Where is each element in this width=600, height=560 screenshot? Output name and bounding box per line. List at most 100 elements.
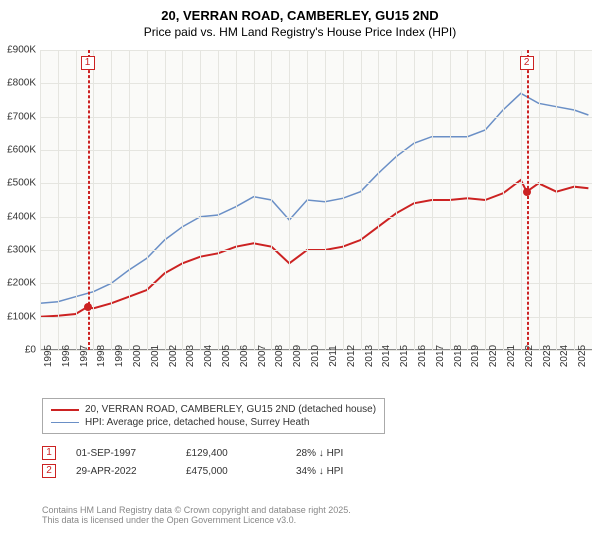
x-axis-label: 2023 [542, 345, 553, 367]
gridline-v [76, 50, 77, 350]
gridline-v [414, 50, 415, 350]
gridline-h [40, 150, 592, 151]
line-series [40, 50, 592, 350]
x-axis-label: 2000 [132, 345, 143, 367]
x-axis-label: 2005 [221, 345, 232, 367]
marker-box: 2 [520, 56, 534, 70]
legend-swatch [51, 409, 79, 411]
gridline-v [485, 50, 486, 350]
marker-dot [84, 303, 92, 311]
legend-row: 20, VERRAN ROAD, CAMBERLEY, GU15 2ND (de… [51, 403, 376, 416]
marker-refline [527, 50, 529, 350]
gridline-v [450, 50, 451, 350]
x-axis-label: 1999 [114, 345, 125, 367]
gridline-v [111, 50, 112, 350]
x-axis-label: 2016 [417, 345, 428, 367]
gridline-v [40, 50, 41, 350]
gridline-v [307, 50, 308, 350]
gridline-v [521, 50, 522, 350]
gridline-h [40, 117, 592, 118]
annotation-price: £475,000 [186, 466, 276, 477]
legend-row: HPI: Average price, detached house, Surr… [51, 416, 376, 429]
gridline-v [467, 50, 468, 350]
gridline-v [182, 50, 183, 350]
y-axis-label: £400K [0, 211, 36, 222]
x-axis-label: 2001 [150, 345, 161, 367]
x-axis-label: 1996 [61, 345, 72, 367]
marker-box: 1 [81, 56, 95, 70]
y-axis-label: £0 [0, 345, 36, 356]
annotation-date: 29-APR-2022 [76, 466, 166, 477]
gridline-v [147, 50, 148, 350]
y-axis-label: £700K [0, 111, 36, 122]
gridline-v [556, 50, 557, 350]
series-hpi [40, 93, 588, 303]
legend-box: 20, VERRAN ROAD, CAMBERLEY, GU15 2ND (de… [42, 398, 385, 434]
x-axis-label: 2020 [488, 345, 499, 367]
legend-label: HPI: Average price, detached house, Surr… [85, 417, 309, 428]
chart-title: 20, VERRAN ROAD, CAMBERLEY, GU15 2ND [0, 0, 600, 25]
gridline-v [58, 50, 59, 350]
x-axis-label: 2009 [292, 345, 303, 367]
chart-container: 20, VERRAN ROAD, CAMBERLEY, GU15 2ND Pri… [0, 0, 600, 560]
gridline-v [503, 50, 504, 350]
y-axis-label: £800K [0, 78, 36, 89]
gridline-h [40, 250, 592, 251]
x-axis-label: 2012 [346, 345, 357, 367]
gridline-v [361, 50, 362, 350]
gridline-v [378, 50, 379, 350]
gridline-v [396, 50, 397, 350]
y-axis-label: £600K [0, 145, 36, 156]
x-axis-label: 1998 [96, 345, 107, 367]
x-axis-label: 2007 [257, 345, 268, 367]
annotation-price: £129,400 [186, 448, 276, 459]
annotation-row: 101-SEP-1997£129,40028% ↓ HPI [42, 444, 386, 462]
x-axis-label: 2008 [274, 345, 285, 367]
gridline-h [40, 217, 592, 218]
annotation-delta: 28% ↓ HPI [296, 448, 386, 459]
footer-attribution: Contains HM Land Registry data © Crown c… [42, 505, 351, 525]
annotation-table: 101-SEP-1997£129,40028% ↓ HPI229-APR-202… [42, 444, 386, 480]
chart-subtitle: Price paid vs. HM Land Registry's House … [0, 25, 600, 45]
x-axis-label: 2004 [203, 345, 214, 367]
x-axis-label: 2006 [239, 345, 250, 367]
gridline-h [40, 83, 592, 84]
x-axis-label: 2025 [577, 345, 588, 367]
legend-swatch [51, 422, 79, 424]
gridline-v [289, 50, 290, 350]
x-axis-label: 2003 [185, 345, 196, 367]
gridline-h [40, 317, 592, 318]
gridline-v [200, 50, 201, 350]
x-axis-label: 2017 [435, 345, 446, 367]
x-axis-label: 2024 [559, 345, 570, 367]
annotation-row: 2 29-APR-2022 £475,000 34% ↓ HPI [42, 462, 386, 480]
gridline-h [40, 183, 592, 184]
gridline-v [218, 50, 219, 350]
gridline-v [271, 50, 272, 350]
x-axis-label: 2018 [453, 345, 464, 367]
x-axis-label: 1995 [43, 345, 54, 367]
x-axis-label: 2002 [168, 345, 179, 367]
x-axis-label: 2010 [310, 345, 321, 367]
y-axis-label: £300K [0, 245, 36, 256]
x-axis-label: 2021 [506, 345, 517, 367]
y-axis-label: £200K [0, 278, 36, 289]
marker-dot [523, 188, 531, 196]
gridline-v [93, 50, 94, 350]
footer-line1: Contains HM Land Registry data © Crown c… [42, 505, 351, 515]
gridline-v [539, 50, 540, 350]
gridline-h [40, 50, 592, 51]
gridline-v [325, 50, 326, 350]
gridline-v [432, 50, 433, 350]
gridline-v [129, 50, 130, 350]
gridline-v [165, 50, 166, 350]
gridline-v [236, 50, 237, 350]
annotation-delta: 34% ↓ HPI [296, 466, 386, 477]
footer-line2: This data is licensed under the Open Gov… [42, 515, 351, 525]
annotation-marker: 2 [42, 464, 56, 478]
gridline-v [254, 50, 255, 350]
annotation-marker: 1 [42, 446, 56, 460]
y-axis-label: £900K [0, 45, 36, 56]
y-axis-label: £500K [0, 178, 36, 189]
x-axis-label: 2011 [328, 345, 339, 367]
